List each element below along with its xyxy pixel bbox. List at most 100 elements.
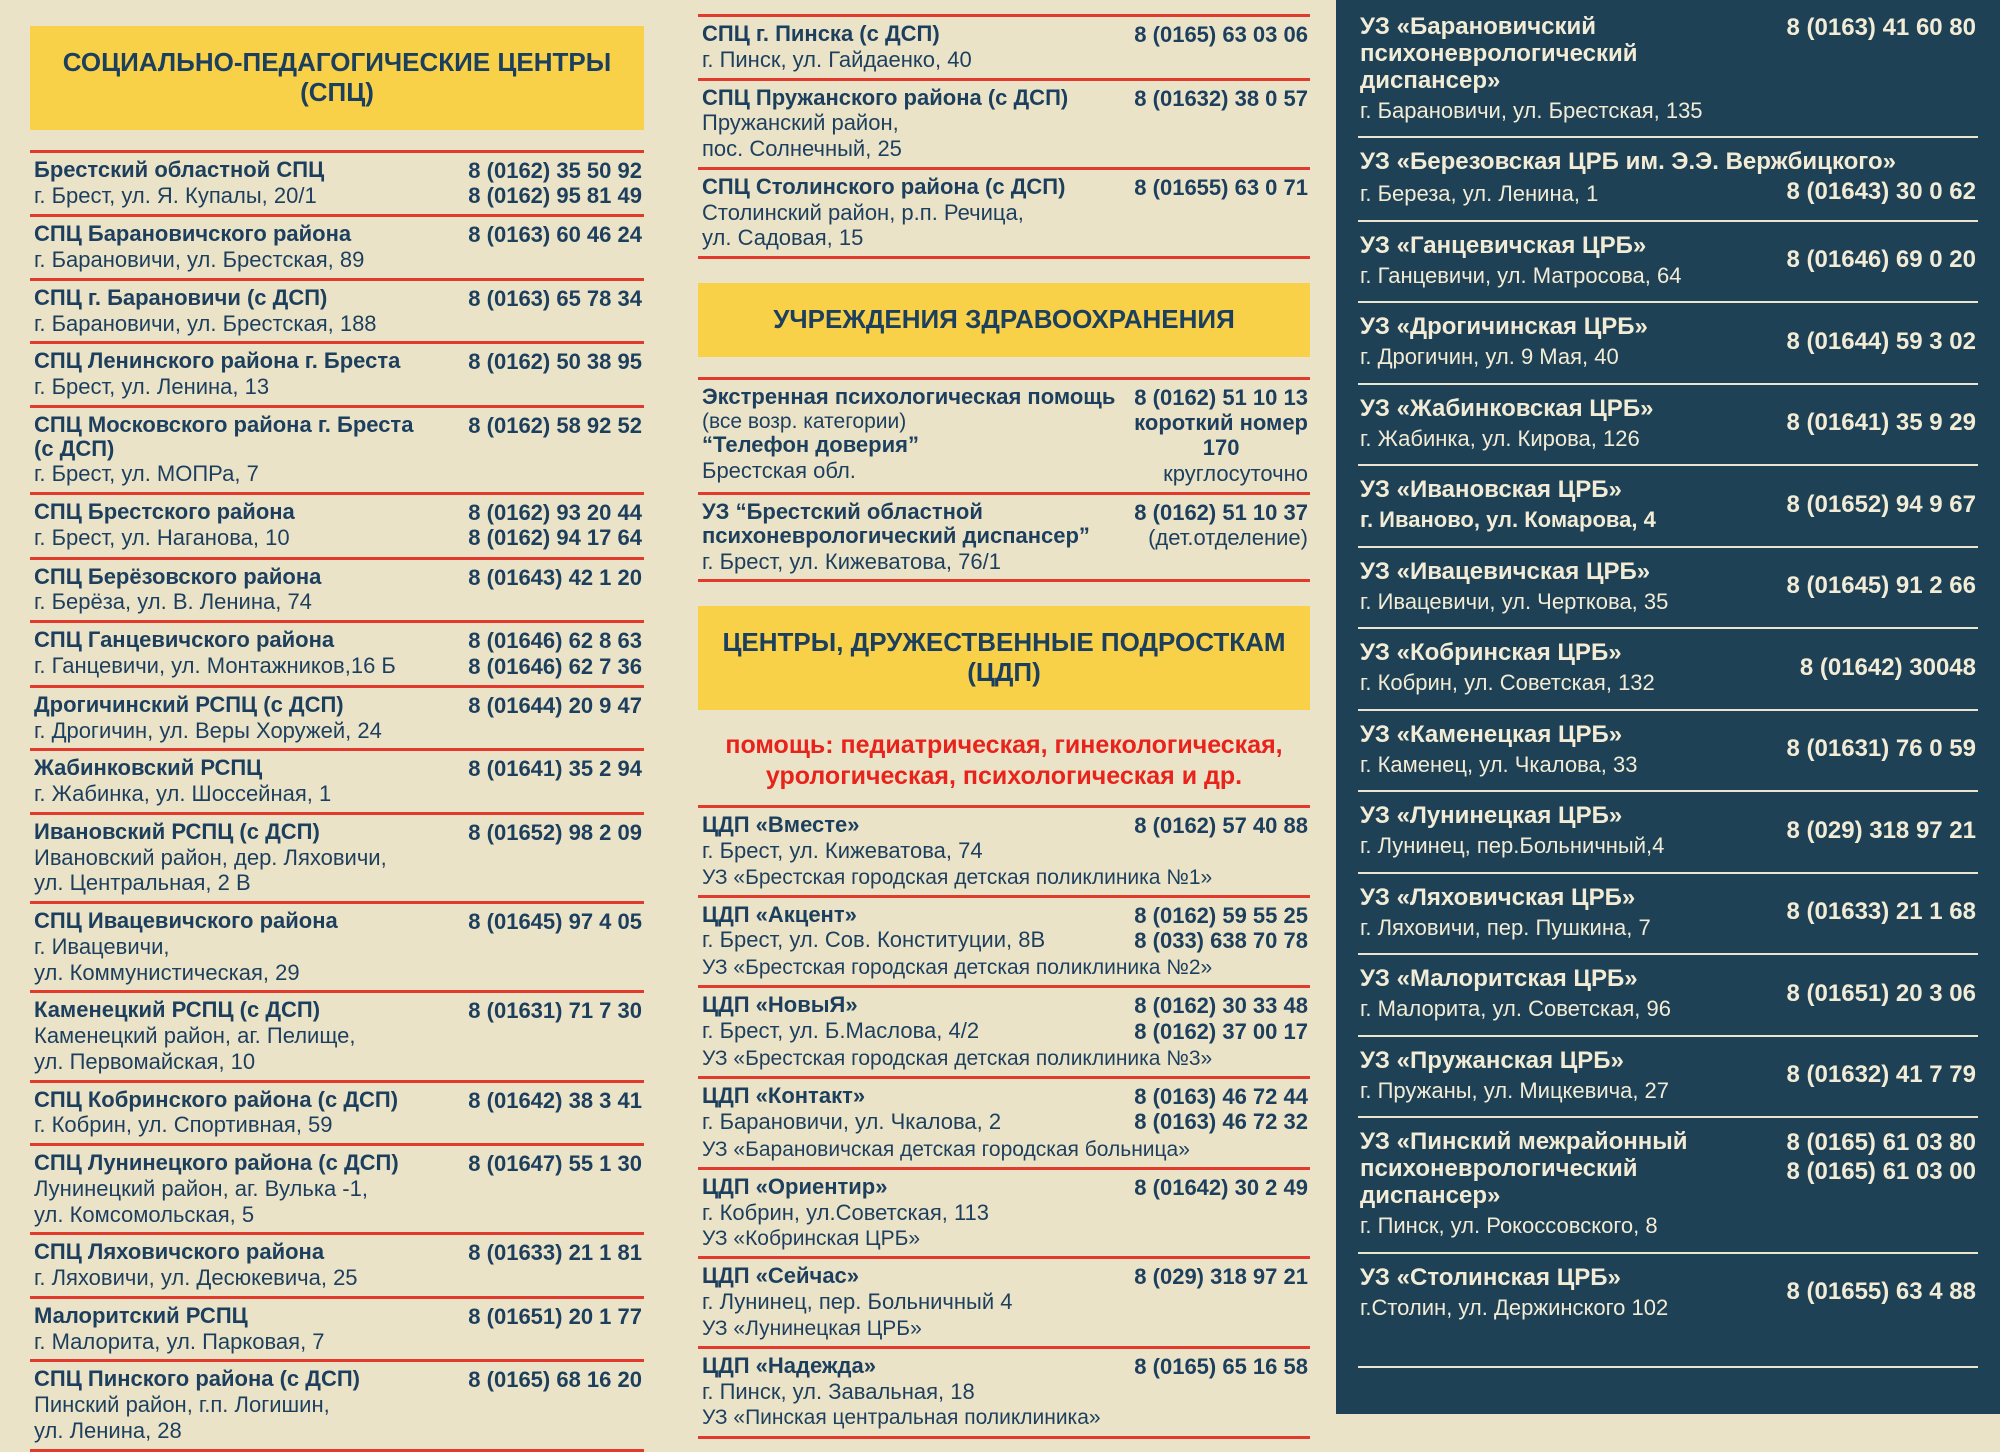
entry-info: Жабинковский РСПЦ г. Жабинка, ул. Шоссейн… (34, 756, 458, 806)
entry-info: СПЦ Столинского района (с ДСП) Столинский… (702, 173, 1124, 250)
entry-row: Ивановский РСПЦ (с ДСП) Ивановский район,… (34, 820, 642, 895)
entry-phone: 8 (0162) 50 38 95 (468, 349, 642, 375)
entry-row: УЗ «Пружанская ЦРБ» г. Пружаны, ул. Мицке… (1360, 1046, 1976, 1104)
entry-row: УЗ «Ивановская ЦРБ» г. Иваново, ул. Комар… (1360, 477, 1976, 533)
entry-address: ул. Центральная, 2 В (34, 870, 251, 896)
entry-row: УЗ «Столинская ЦРБ» г.Столин, ул. Держинс… (1360, 1263, 1976, 1321)
contact-entry: СПЦ г. Пинска (с ДСП) г. Пинск, ул. Гайда… (698, 17, 1310, 81)
contact-entry: УЗ «Каменецкая ЦРБ» г. Каменец, ул. Чкало… (1358, 711, 1978, 793)
entry-info: УЗ «Лунинецкая ЦРБ» г. Лунинец, пер.Больн… (1360, 803, 1777, 859)
entry-phone: 8 (01642) 38 3 41 (468, 1087, 642, 1113)
entry-address: г. Каменец, ул. Чкалова, 33 (1360, 751, 1638, 777)
entry-phones: 8 (01645) 91 2 66 (1787, 572, 1976, 601)
contact-entry: УЗ «Ивановская ЦРБ» г. Иваново, ул. Комар… (1358, 466, 1978, 548)
entry-info: УЗ “Брестский областной психоневрологиче… (702, 500, 1124, 573)
entry-phones: 8 (0162) 30 33 48 8 (0162) 37 00 17 (1134, 993, 1308, 1044)
entry-row: СПЦ Барановичского района г. Барановичи, … (34, 222, 642, 272)
entry-name: УЗ “Брестский областной психоневрологиче… (702, 500, 1124, 548)
entry-phone: 8 (0162) 37 00 17 (1134, 1018, 1308, 1044)
entry-name: Каменецкий РСПЦ (с ДСП) (34, 997, 321, 1023)
entry-phones: 8 (01633) 21 1 68 (1787, 898, 1976, 927)
entry-info: ЦДП «Акцент» г. Брест, ул. Сов. Конституц… (702, 901, 1124, 953)
entry-phones: 8 (0162) 93 20 44 8 (0162) 94 17 64 (468, 500, 642, 551)
entry-phones: 8 (01642) 30 2 49 (1134, 1175, 1308, 1200)
entry-row: ЦДП «Ориентир» г. Кобрин, ул.Советская, 1… (702, 1175, 1308, 1225)
entry-phone: 8 (01641) 35 9 29 (1786, 409, 1976, 437)
entry-name: УЗ «Пружанская ЦРБ» (1360, 1046, 1624, 1074)
contact-entry: СПЦ Пинского района (с ДСП) Пинский район… (30, 1362, 644, 1452)
entry-row: УЗ «Ляховичская ЦРБ» г. Ляховичи, пер. Пу… (1360, 883, 1976, 941)
entry-phones: 8 (029) 318 97 21 (1787, 817, 1976, 846)
entry-phones: 8 (0165) 68 16 20 (468, 1367, 642, 1392)
entry-info: СПЦ Пинского района (с ДСП) Пинский район… (34, 1367, 458, 1442)
entry-phones: 8 (01642) 38 3 41 (468, 1088, 642, 1113)
entry-address: ул. Ленина, 28 (34, 1417, 182, 1443)
entry-phones: 8 (01632) 38 0 57 (1134, 86, 1308, 111)
entry-phone: 8 (01631) 76 0 59 (1786, 735, 1976, 763)
entry-row: СПЦ Столинского района (с ДСП) Столинский… (702, 173, 1308, 250)
contact-entry: УЗ “Брестский областной психоневрологиче… (698, 495, 1310, 583)
entry-phones: 8 (01646) 69 0 20 (1787, 246, 1976, 275)
entry-address: г. Лунинец, пер.Больничный,4 (1360, 833, 1665, 859)
entry-phone: 8 (01647) 55 1 30 (468, 1151, 642, 1177)
entry-info: УЗ «Ивановская ЦРБ» г. Иваново, ул. Комар… (1360, 477, 1777, 533)
entry-phone: 8 (0162) 35 50 92 (468, 157, 642, 183)
entry-name: СПЦ г. Барановичи (с ДСП) (34, 284, 328, 310)
contact-entry: СПЦ Кобринского района (с ДСП) г. Кобрин,… (30, 1083, 644, 1147)
entry-name: СПЦ Ивацевичского района (34, 908, 338, 934)
entry-row: СПЦ Кобринского района (с ДСП) г. Кобрин,… (34, 1087, 642, 1138)
entry-info: УЗ «Столинская ЦРБ» г.Столин, ул. Держинс… (1360, 1263, 1777, 1321)
entry-row: УЗ «Ганцевичская ЦРБ» г. Ганцевичи, ул. М… (1360, 231, 1976, 289)
entry-info: СПЦ Кобринского района (с ДСП) г. Кобрин,… (34, 1087, 458, 1138)
entry-address: г. Ляховичи, ул. Десюкевича, 25 (34, 1265, 358, 1291)
entry-name: УЗ «Столинская ЦРБ» (1360, 1263, 1621, 1291)
entry-row: СПЦ Ивацевичского района г. Ивацевичи, ул.… (34, 909, 642, 984)
entry-phones: 8 (0163) 46 72 44 8 (0163) 46 72 32 (1134, 1084, 1308, 1135)
contact-entry: Брестский областной СПЦ г. Брест, ул. Я. … (30, 153, 644, 218)
entry-address: г. Брест, ул. Наганова, 10 (34, 524, 290, 550)
entry-name: УЗ «Ляховичская ЦРБ» (1360, 883, 1636, 911)
entry-phone: короткий номер (1134, 410, 1308, 436)
entry-phones: 8 (01632) 41 7 79 (1787, 1061, 1976, 1090)
entry-name: Брестский областной СПЦ (34, 156, 325, 182)
entry-name: СПЦ Столинского района (с ДСП) (702, 173, 1066, 199)
entry-phone: 8 (01644) 59 3 02 (1786, 327, 1976, 355)
entry-phones: 8 (01644) 20 9 47 (468, 693, 642, 718)
contact-entry: Экстренная психологическая помощь (все в… (698, 380, 1310, 496)
entry-phone: 8 (0162) 95 81 49 (468, 183, 642, 209)
entry-address: г. Ганцевичи, ул. Матросова, 64 (1360, 262, 1682, 288)
entry-phone: 8 (01645) 97 4 05 (468, 909, 642, 935)
entry-phones: 8 (029) 318 97 21 (1134, 1264, 1308, 1289)
entry-phones: 8 (01645) 97 4 05 (468, 909, 642, 934)
entry-phone: круглосуточно (1163, 460, 1308, 486)
entry-info: ЦДП «НовыЯ» г. Брест, ул. Б.Маслова, 4/2 (702, 993, 1124, 1043)
entry-address: г. Береза, ул. Ленина, 1 (1360, 181, 1599, 207)
entry-phone: 8 (0165) 65 16 58 (1134, 1353, 1308, 1379)
entry-address: г. Барановичи, ул. Чкалова, 2 (702, 1108, 1002, 1134)
entry-phone: 8 (01645) 91 2 66 (1786, 572, 1976, 600)
entry-name: ЦДП «Акцент» (702, 901, 857, 927)
entry-info: УЗ «Кобринская ЦРБ» г. Кобрин, ул. Советс… (1360, 640, 1790, 696)
contact-entry: СПЦ Ленинского района г. Бреста г. Брест,… (30, 344, 644, 408)
contact-entry: УЗ «Кобринская ЦРБ» г. Кобрин, ул. Советс… (1358, 629, 1978, 711)
entry-info: Брестский областной СПЦ г. Брест, ул. Я. … (34, 158, 458, 208)
entry-row: УЗ «Ивацевичская ЦРБ» г. Ивацевичи, ул. Ч… (1360, 558, 1976, 615)
entry-row: УЗ «Барановичский психоневрологический д… (1360, 13, 1976, 123)
entry-address: г. Дрогичин, ул. 9 Мая, 40 (1360, 344, 1619, 370)
entry-address: г. Брест, ул. Ленина, 13 (34, 374, 270, 400)
entry-name: УЗ «Ганцевичская ЦРБ» (1360, 231, 1647, 259)
entry-row: УЗ «Жабинковская ЦРБ» г. Жабинка, ул. Кир… (1360, 395, 1976, 452)
entry-info: УЗ «Жабинковская ЦРБ» г. Жабинка, ул. Кир… (1360, 395, 1777, 452)
entry-info: СПЦ Ленинского района г. Бреста г. Брест,… (34, 349, 458, 399)
entry-row: УЗ «Лунинецкая ЦРБ» г. Лунинец, пер.Больн… (1360, 803, 1976, 859)
entry-phone: 8 (01652) 98 2 09 (468, 819, 642, 845)
entry-info: УЗ «Пружанская ЦРБ» г. Пружаны, ул. Мицке… (1360, 1046, 1777, 1104)
contact-entry: УЗ «Пинский межрайонный психоневрологиче… (1358, 1118, 1978, 1254)
entry-address: г. Ивацевичи, ул. Черткова, 35 (1360, 588, 1669, 614)
contact-entry: СПЦ Пружанского района (с ДСП) Пружанский… (698, 81, 1310, 170)
entry-name: УЗ «Каменецкая ЦРБ» (1360, 720, 1623, 748)
contact-entry: СПЦ Ивацевичского района г. Ивацевичи, ул.… (30, 904, 644, 994)
entry-address: г. Иваново, ул. Комарова, 4 (1360, 507, 1656, 533)
entry-phone: 8 (01632) 38 0 57 (1134, 85, 1308, 111)
contact-entry: УЗ «Лунинецкая ЦРБ» г. Лунинец, пер.Больн… (1358, 792, 1978, 874)
